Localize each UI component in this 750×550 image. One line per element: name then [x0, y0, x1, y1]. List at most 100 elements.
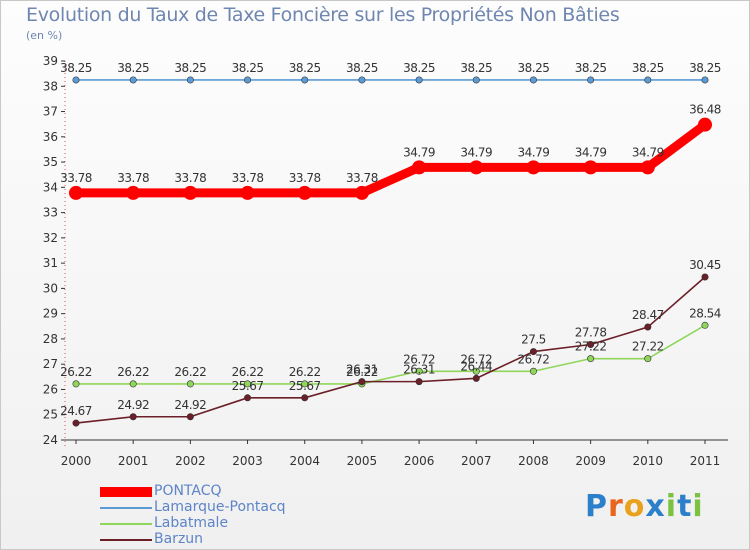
data-label: 30.45 [689, 258, 721, 272]
data-point [69, 185, 83, 200]
data-point [698, 117, 712, 132]
data-label: 27.22 [632, 340, 664, 354]
logo-letter: x [645, 489, 666, 524]
data-label: 34.79 [518, 145, 550, 159]
series-line-pontacq [71, 120, 710, 198]
data-label: 26.22 [60, 365, 92, 379]
data-label: 24.92 [174, 398, 206, 412]
data-point [244, 76, 252, 84]
y-tick-label: 33 [43, 206, 58, 220]
data-label: 34.79 [632, 145, 664, 159]
x-tick-label: 2006 [404, 454, 435, 468]
data-label: 38.25 [117, 61, 149, 75]
y-tick-label: 24 [43, 433, 58, 447]
x-tick-label: 2002 [175, 454, 206, 468]
line-chart: 24 25 26 27 28 29 30 31 32 33 34 35 36 37 38 39 2000 2001… [43, 54, 728, 468]
data-point [358, 378, 366, 386]
data-point [72, 380, 80, 388]
data-point [415, 76, 423, 84]
data-label: 27.22 [575, 340, 607, 354]
x-tick-label: 2001 [118, 454, 149, 468]
y-tick-label: 29 [43, 307, 58, 321]
data-label: 38.25 [575, 61, 607, 75]
data-label: 36.48 [689, 103, 721, 117]
data-label: 38.25 [460, 61, 492, 75]
data-point [415, 378, 423, 386]
data-label: 33.78 [232, 171, 264, 185]
data-point [183, 185, 198, 200]
data-point [644, 76, 652, 84]
data-label: 26.22 [117, 365, 149, 379]
data-label: 38.25 [632, 61, 664, 75]
data-point [126, 185, 141, 200]
data-label: 26.22 [346, 365, 378, 379]
data-point [72, 76, 80, 84]
x-tick-label: 2008 [518, 454, 549, 468]
y-tick-label: 27 [43, 357, 58, 371]
data-point [529, 367, 537, 375]
data-point [354, 185, 369, 200]
data-point [129, 413, 137, 421]
legend-swatch [100, 539, 152, 541]
data-point [701, 76, 709, 84]
data-label: 33.78 [117, 171, 149, 185]
logo-letter: i [692, 489, 704, 524]
data-point [587, 76, 595, 84]
series-layer: 33.78 33.78 33.78 33.78 33.78 33.78 34.79 34.79… [60, 61, 721, 427]
data-point [186, 413, 194, 421]
logo-letter: o [623, 489, 646, 524]
data-point [186, 380, 194, 388]
legend-swatch [100, 487, 152, 497]
data-point [129, 380, 137, 388]
y-tick-label: 36 [43, 130, 58, 144]
data-point [129, 76, 137, 84]
data-label: 33.78 [174, 171, 206, 185]
y-tick-label: 30 [43, 281, 58, 295]
data-point [529, 76, 537, 84]
x-tick-label: 2003 [232, 454, 263, 468]
data-point [472, 367, 480, 375]
data-point [358, 76, 366, 84]
y-tick-label: 32 [43, 231, 58, 245]
x-tick-label: 2009 [575, 454, 606, 468]
legend: PONTACQ Lamarque-Pontacq Labatmale Barzun [100, 483, 360, 548]
chart-axes: 24 25 26 27 28 29 30 31 32 33 34 35 36 37 38 39 2000 2001… [43, 54, 728, 468]
data-label: 33.78 [346, 171, 378, 185]
data-point [472, 76, 480, 84]
legend-item: Barzun [100, 531, 360, 548]
data-label: 27.78 [575, 325, 607, 339]
data-label: 34.79 [575, 145, 607, 159]
data-label: 38.25 [403, 61, 435, 75]
data-point [186, 76, 194, 84]
logo-letter: t [677, 489, 693, 524]
legend-item: Labatmale [100, 515, 360, 532]
data-label: 33.78 [60, 171, 92, 185]
x-tick-label: 2004 [289, 454, 320, 468]
data-label: 26.72 [518, 352, 550, 366]
data-label: 26.44 [460, 359, 492, 373]
y-axis-unit-label: (en %) [26, 29, 63, 42]
x-tick-label: 2011 [690, 454, 721, 468]
data-point [412, 160, 427, 175]
data-point [469, 160, 484, 175]
data-label: 34.79 [460, 145, 492, 159]
data-point [644, 355, 652, 363]
data-point [301, 76, 309, 84]
data-point [583, 160, 598, 175]
data-label: 38.25 [346, 61, 378, 75]
data-point [415, 367, 423, 375]
data-label: 33.78 [289, 171, 321, 185]
data-label: 28.47 [632, 308, 664, 322]
data-point [587, 355, 595, 363]
series-line-labatmale [75, 324, 706, 385]
legend-swatch [100, 523, 152, 525]
y-tick-label: 39 [43, 54, 58, 68]
y-tick-label: 38 [43, 79, 58, 93]
x-tick-label: 2005 [347, 454, 378, 468]
data-point [240, 185, 255, 200]
logo-letter: r [608, 489, 624, 524]
x-tick-label: 2010 [633, 454, 664, 468]
logo-letter: i [665, 489, 678, 524]
chart-title: Evolution du Taux de Taxe Foncière sur l… [26, 4, 620, 26]
